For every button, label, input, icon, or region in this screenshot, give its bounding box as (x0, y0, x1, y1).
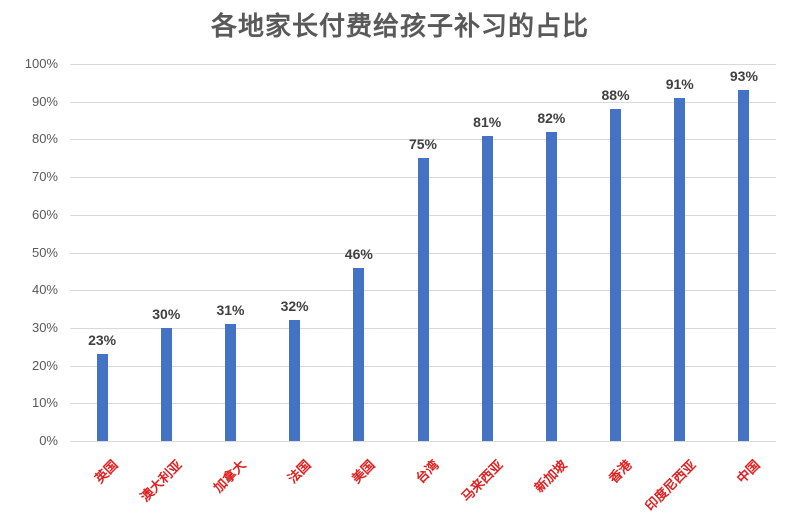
y-tick-label: 40% (31, 282, 58, 298)
y-tick-label: 20% (31, 357, 58, 373)
y-tick-label: 0% (39, 433, 58, 448)
y-tick-label: 10% (31, 395, 58, 411)
y-tick-label: 90% (31, 93, 58, 109)
data-label: 82% (537, 109, 566, 126)
bar (610, 109, 622, 441)
plot-area: 23% 30% 31% 32% 46% 75% 81% 82% 88% 91% 93% (70, 64, 776, 442)
bar (481, 135, 493, 441)
data-label: 46% (344, 245, 373, 262)
chart-title: 各地家长付费给孩子补习的占比 (210, 12, 589, 42)
x-tick-label: 新加坡 (532, 457, 571, 497)
y-tick-label: 60% (31, 206, 58, 222)
x-tick-label: 中国 (734, 457, 764, 487)
y-tick-label: 50% (31, 244, 58, 260)
x-tick-label: 台湾 (413, 457, 443, 487)
bar (160, 327, 172, 441)
bar (417, 158, 429, 441)
data-label: 93% (729, 68, 758, 85)
bar (738, 90, 750, 441)
bar (674, 97, 686, 441)
data-label: 23% (88, 332, 117, 349)
bar (289, 320, 301, 441)
bar (545, 131, 557, 441)
data-label: 32% (280, 298, 309, 315)
data-label: 31% (216, 302, 245, 319)
gridline (70, 64, 776, 65)
x-tick-label: 美国 (349, 457, 379, 487)
gridline (70, 139, 776, 141)
y-tick-label: 70% (31, 169, 58, 185)
y-tick-label: 80% (31, 131, 58, 147)
y-tick-label: 30% (31, 319, 58, 335)
bar (224, 324, 236, 441)
bar (353, 267, 365, 441)
data-label: 30% (152, 305, 181, 322)
bar (96, 354, 108, 441)
x-tick-label: 加拿大 (211, 457, 250, 497)
gridline (70, 441, 776, 442)
gridline (70, 101, 776, 103)
x-tick-label: 香港 (605, 457, 635, 487)
data-label: 88% (601, 87, 630, 104)
x-tick-label: 英国 (92, 457, 122, 487)
data-label: 91% (665, 75, 694, 92)
data-label: 75% (408, 136, 438, 153)
data-label: 81% (473, 113, 502, 130)
x-tick-label: 澳大利亚 (138, 457, 186, 506)
x-tick-label: 印度尼西亚 (642, 457, 700, 515)
y-tick-label: 100% (24, 56, 58, 71)
x-tick-label: 马来西亚 (459, 457, 507, 506)
x-tick-label: 法国 (285, 457, 315, 487)
